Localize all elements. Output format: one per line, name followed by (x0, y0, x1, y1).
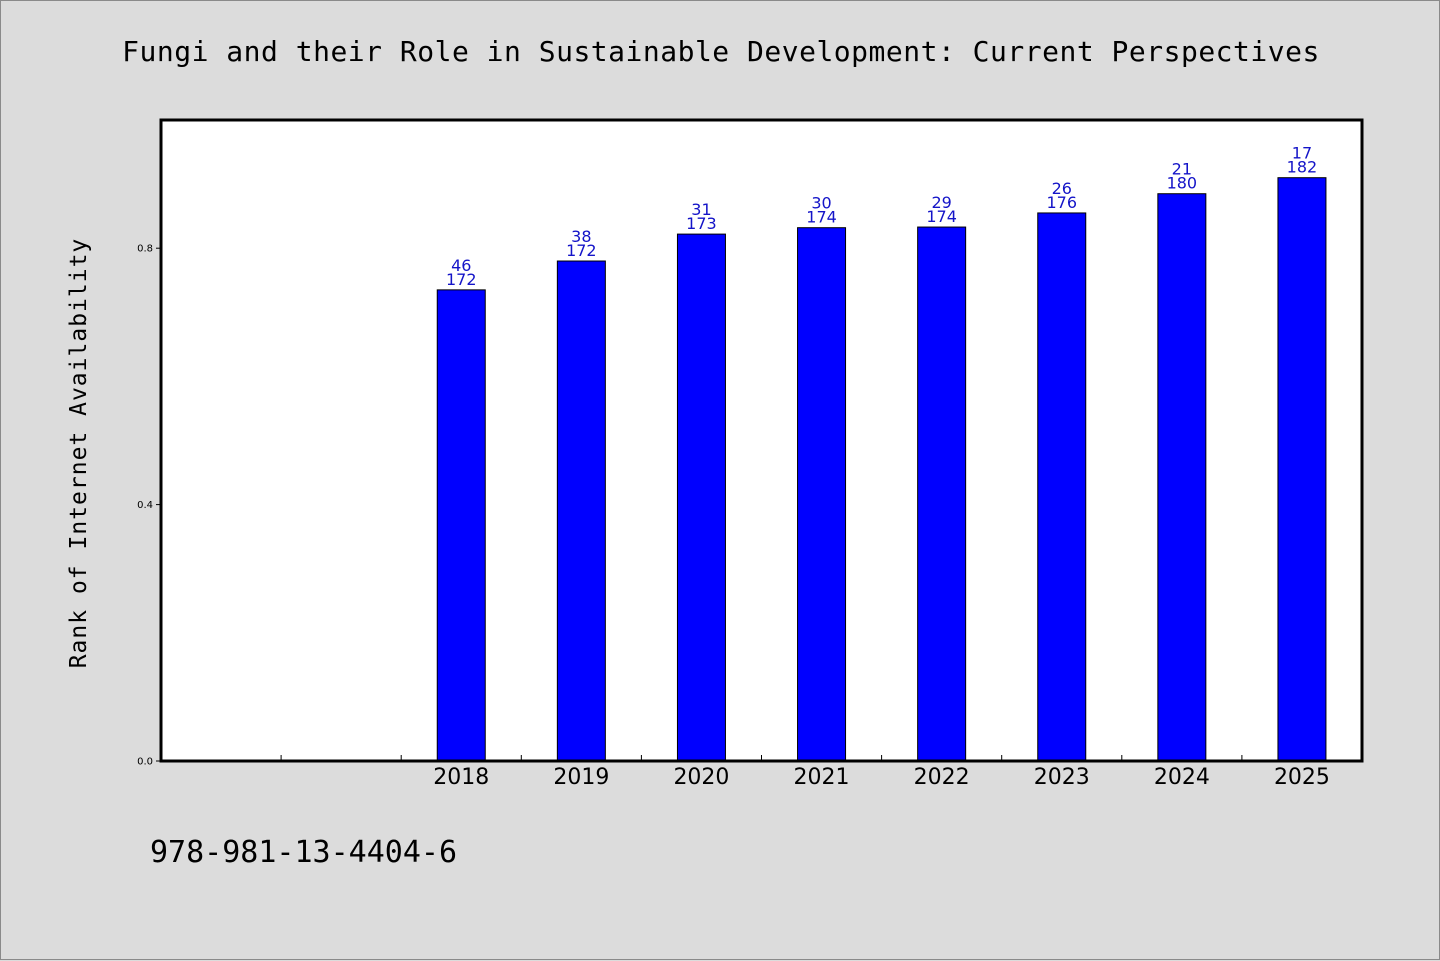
x-tick-label: 2018 (433, 765, 489, 790)
plot-border (159, 118, 1364, 763)
chart-title: Fungi and their Role in Sustainable Deve… (122, 35, 1320, 68)
bar-label-bottom: 172 (446, 270, 477, 289)
bar-label-bottom: 173 (686, 214, 717, 233)
bar-label-top: 17 (1292, 144, 1312, 163)
bar-label-bottom: 176 (1046, 193, 1077, 212)
bar (1037, 212, 1087, 762)
bar-label-top: 26 (1052, 179, 1072, 198)
x-tick-label: 2021 (794, 765, 850, 790)
bar-label-top: 29 (931, 193, 951, 212)
bar-label-bottom: 172 (566, 241, 597, 260)
bar (1277, 177, 1327, 762)
bar-label-bottom: 174 (806, 208, 837, 227)
bar (917, 226, 967, 762)
bar-label-top: 30 (811, 194, 831, 213)
bar-label-top: 38 (571, 227, 591, 246)
bar-label-bottom: 180 (1167, 174, 1198, 193)
isbn-label: 978-981-13-4404-6 (150, 835, 458, 870)
x-tick-label: 2024 (1154, 765, 1210, 790)
y-tick-label: 0.8 (137, 244, 153, 255)
y-tick-label: 0.4 (137, 500, 153, 511)
bar (676, 233, 726, 762)
bar (436, 289, 486, 762)
bar-label-top: 21 (1172, 160, 1192, 179)
bar-label-bottom: 182 (1287, 158, 1318, 177)
x-tick-label: 2025 (1274, 765, 1330, 790)
bar-label-top: 31 (691, 200, 711, 219)
bar (797, 227, 847, 762)
x-tick-label: 2020 (673, 765, 729, 790)
bar (1157, 193, 1207, 762)
bar-label-top: 46 (451, 256, 471, 275)
chart-marks: 0.00.40.81724620181723820191733120201743… (137, 144, 1330, 790)
x-tick-label: 2023 (1034, 765, 1090, 790)
bar-label-bottom: 174 (926, 207, 957, 226)
y-tick-label: 0.0 (137, 757, 153, 768)
bar (556, 260, 606, 762)
x-tick-label: 2019 (553, 765, 609, 790)
x-tick-label: 2022 (914, 765, 970, 790)
